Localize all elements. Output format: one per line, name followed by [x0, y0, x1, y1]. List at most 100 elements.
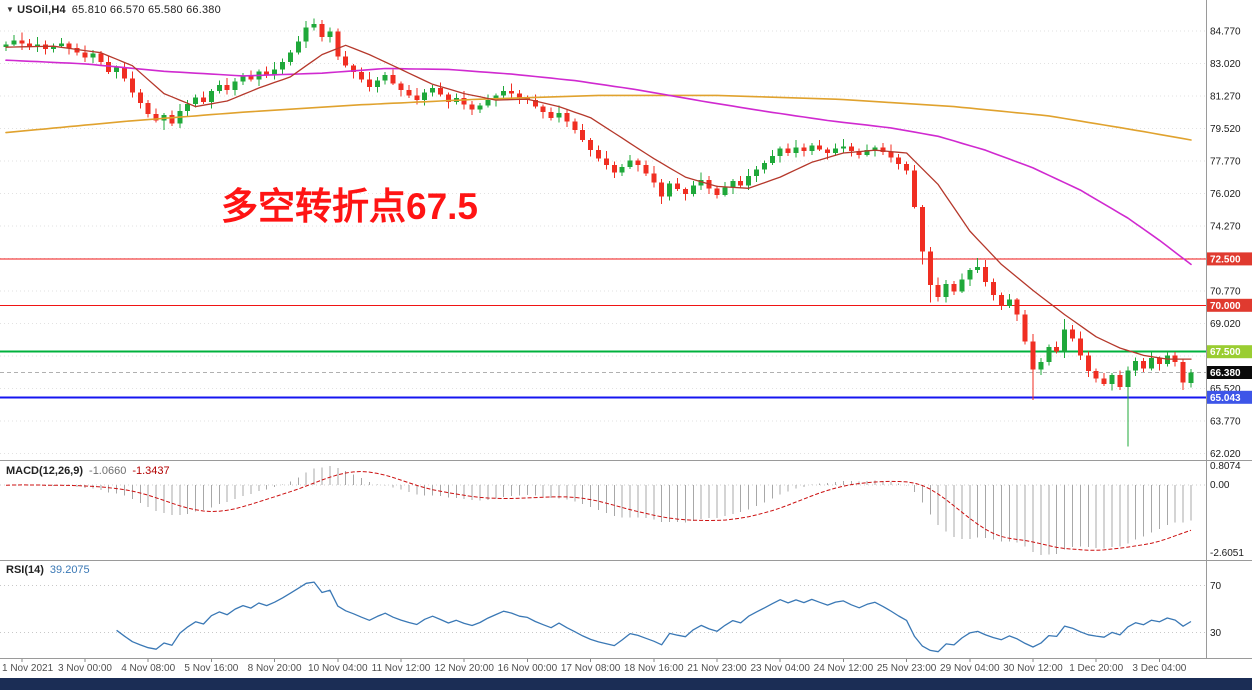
time-axis-label: 3 Nov 00:00 — [58, 663, 112, 674]
candle-body — [809, 145, 815, 152]
candle-body — [1077, 338, 1083, 356]
candle-body — [714, 188, 720, 195]
candle-body — [374, 80, 380, 88]
candle-body — [1014, 299, 1020, 315]
candle-body — [1054, 347, 1060, 352]
candle-body — [1022, 314, 1028, 342]
candles — [3, 18, 1194, 447]
rsi-axis-label: 70 — [1210, 581, 1222, 592]
time-axis[interactable] — [0, 659, 1206, 677]
candle-body — [991, 282, 996, 296]
price-axis-label: 79.520 — [1210, 124, 1241, 135]
candle-body — [919, 206, 925, 252]
candle-body — [1109, 374, 1115, 385]
candle-body — [1062, 329, 1068, 352]
macd-axis-label: 0.00 — [1210, 480, 1230, 491]
candle-body — [769, 155, 775, 164]
candle-body — [611, 165, 617, 173]
candle-body — [643, 165, 649, 174]
ma-mid-magenta — [5, 59, 1192, 266]
candle-body — [185, 103, 191, 112]
candle-body — [335, 31, 341, 57]
candle-body — [414, 95, 420, 100]
macd-signal-value: -1.3437 — [132, 465, 170, 477]
candle-body — [1038, 361, 1044, 370]
ma-slow-orange — [5, 94, 1192, 141]
candle-body — [1141, 361, 1147, 369]
price-axis[interactable] — [1206, 0, 1252, 658]
time-axis-label: 11 Nov 12:00 — [372, 663, 431, 674]
level-70.000-badge-label: 70.000 — [1210, 301, 1241, 312]
candle-body — [153, 114, 159, 121]
candle-body — [1046, 347, 1052, 362]
candle-body — [430, 88, 436, 93]
candle-body — [1188, 372, 1194, 384]
symbol-period-label: USOil,H4 — [17, 4, 66, 16]
candle-body — [572, 121, 578, 130]
candle-body — [280, 62, 285, 70]
candle-body — [730, 180, 736, 188]
price-axis-label: 84.770 — [1210, 27, 1241, 38]
macd-panel-area[interactable] — [0, 462, 1206, 559]
price-axis-label: 76.020 — [1210, 189, 1241, 200]
candle-body — [303, 27, 309, 42]
level-65.043-badge-label: 65.043 — [1210, 393, 1241, 404]
time-axis-label: 3 Dec 04:00 — [1132, 663, 1186, 674]
candle-body — [619, 166, 625, 173]
candle-body — [224, 85, 230, 90]
rsi-panel — [0, 581, 1206, 653]
candle-body — [343, 56, 349, 66]
time-axis-label: 5 Nov 16:00 — [184, 663, 238, 674]
candle-body — [509, 90, 515, 94]
candle-body — [564, 113, 570, 122]
candle-body — [848, 146, 854, 152]
candle-body — [272, 69, 278, 75]
candle-body — [193, 97, 199, 104]
candle-body — [232, 81, 238, 90]
rsi-panel-area[interactable] — [0, 562, 1206, 657]
candle-body — [746, 176, 752, 186]
candle-body — [1085, 355, 1091, 372]
candle-body — [82, 52, 88, 58]
candle-body — [777, 148, 783, 156]
price-axis-label: 74.270 — [1210, 222, 1241, 233]
candle-body — [667, 183, 673, 197]
candle-body — [1149, 358, 1154, 369]
symbol-dropdown-icon[interactable]: ▼ — [6, 5, 15, 14]
time-axis-label: 4 Nov 08:00 — [121, 663, 175, 674]
main-chart-area[interactable] — [0, 0, 1206, 460]
candle-body — [145, 102, 151, 114]
macd-indicator-label: MACD(12,26,9) -1.0660 -1.3437 — [6, 465, 170, 477]
candle-body — [532, 100, 538, 107]
rsi-value: 39.2075 — [49, 564, 90, 576]
candle-body — [351, 65, 357, 73]
candle-body — [106, 62, 112, 73]
candle-body — [98, 53, 104, 63]
time-axis-label: 23 Nov 04:00 — [750, 663, 810, 674]
macd-signal-line — [5, 470, 1192, 551]
candle-body — [833, 148, 838, 153]
candle-body — [1030, 341, 1036, 370]
moving-averages — [5, 44, 1192, 360]
candle-body — [58, 43, 64, 47]
candle-body — [327, 31, 333, 37]
price-axis-label: 62.020 — [1210, 449, 1241, 460]
level-67.500-badge-label: 67.500 — [1210, 347, 1241, 358]
ohlc-values: 65.810 66.570 65.580 66.380 — [71, 4, 221, 16]
macd-main-value: -1.0660 — [89, 465, 127, 477]
candle-body — [216, 85, 222, 91]
candle-body — [1070, 329, 1075, 339]
chart-annotation-text[interactable]: 多空转折点67.5 — [221, 186, 479, 227]
candle-body — [208, 90, 214, 102]
level-67.500-badge — [1207, 345, 1252, 359]
time-axis-label: 1 Dec 20:00 — [1069, 663, 1123, 674]
time-axis-label: 8 Nov 20:00 — [248, 663, 302, 674]
candle-body — [556, 113, 562, 118]
time-axis-label: 30 Nov 12:00 — [1003, 663, 1063, 674]
candle-body — [635, 160, 641, 165]
candle-body — [904, 164, 910, 171]
candle-body — [501, 90, 507, 96]
candle-body — [264, 71, 270, 75]
